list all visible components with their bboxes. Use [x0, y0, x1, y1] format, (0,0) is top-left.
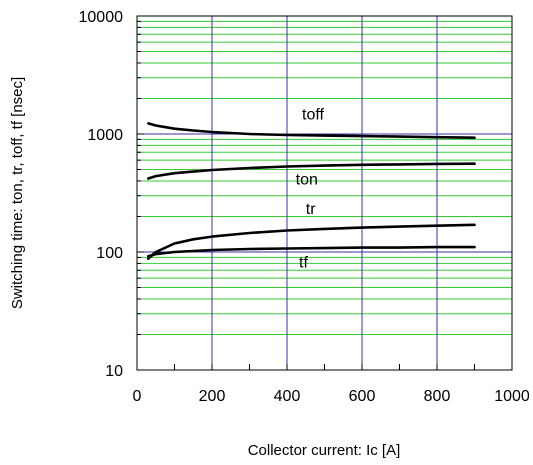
y-tick-labels: 10 100 1000 10000 — [79, 9, 124, 380]
x-tick-label: 1000 — [494, 388, 530, 405]
series-label-ton: ton — [296, 171, 318, 188]
series-line-toff — [147, 122, 476, 139]
y-axis-label: Switching time: ton, tr, toff, tf [nsec] — [9, 77, 26, 309]
y-tick-label: 1000 — [87, 127, 123, 144]
y-tick-label: 10000 — [79, 9, 124, 26]
x-axis-label: Collector current: Ic [A] — [248, 442, 401, 459]
y-tick-label: 10 — [105, 363, 123, 380]
x-tick-label: 400 — [274, 388, 301, 405]
x-tick-label: 0 — [133, 388, 142, 405]
series-line-ton — [147, 162, 476, 180]
major-gridlines — [136, 15, 513, 371]
series-label-toff: toff — [302, 106, 325, 123]
series-label-tf: tf — [299, 254, 308, 271]
plot-frame — [136, 15, 513, 371]
x-tick-labels: 0 200 400 600 800 1000 — [133, 388, 530, 405]
series-labels: toff ton tr tf — [296, 106, 325, 271]
x-tick-label: 600 — [349, 388, 376, 405]
series-line-tf — [147, 245, 476, 258]
minor-gridlines — [137, 20, 512, 335]
y-tick-label: 100 — [96, 245, 123, 262]
x-tick-label: 800 — [424, 388, 451, 405]
x-tick-label: 200 — [199, 388, 226, 405]
series-lines — [147, 122, 476, 260]
series-label-tr: tr — [306, 201, 316, 218]
series-line-tr — [147, 223, 476, 260]
